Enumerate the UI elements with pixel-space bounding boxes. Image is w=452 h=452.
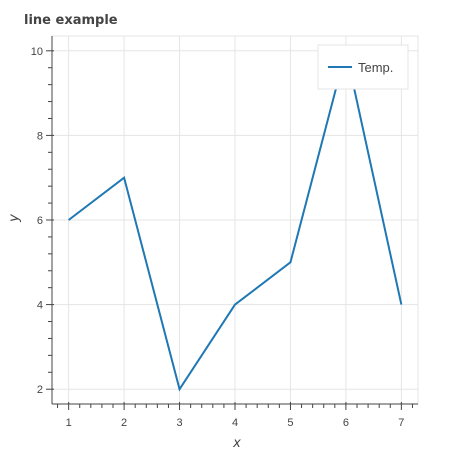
data-point xyxy=(68,219,70,221)
grid xyxy=(52,36,418,404)
y-tick-label: 2 xyxy=(37,384,43,396)
y-tick-label: 4 xyxy=(37,300,43,312)
legend: Temp. xyxy=(317,44,409,90)
axes: 1 2 3 4 5 6 7 2 4 6 8 10 xyxy=(31,36,418,429)
data-point xyxy=(179,388,181,390)
x-axis-label: x xyxy=(232,436,241,451)
x-tick-label: 3 xyxy=(176,417,182,429)
x-axis-ticks: 1 2 3 4 5 6 7 xyxy=(57,402,413,429)
y-tick-label: 8 xyxy=(37,130,43,142)
x-tick-label: 4 xyxy=(232,417,238,429)
x-tick-label: 2 xyxy=(121,417,127,429)
data-point xyxy=(400,304,402,306)
x-tick-label: 6 xyxy=(343,417,349,429)
x-tick-label: 5 xyxy=(287,417,293,429)
y-tick-label: 6 xyxy=(37,215,43,227)
data-point xyxy=(234,304,236,306)
y-axis-label: y xyxy=(7,214,22,223)
x-tick-label: 7 xyxy=(398,417,404,429)
x-tick-label: 1 xyxy=(66,417,72,429)
data-point xyxy=(123,177,125,179)
y-tick-label: 10 xyxy=(31,46,43,58)
chart-title: line example xyxy=(24,13,118,28)
data-point xyxy=(289,261,291,263)
legend-label: Temp. xyxy=(358,60,393,75)
y-axis-ticks: 2 4 6 8 10 xyxy=(31,46,54,396)
